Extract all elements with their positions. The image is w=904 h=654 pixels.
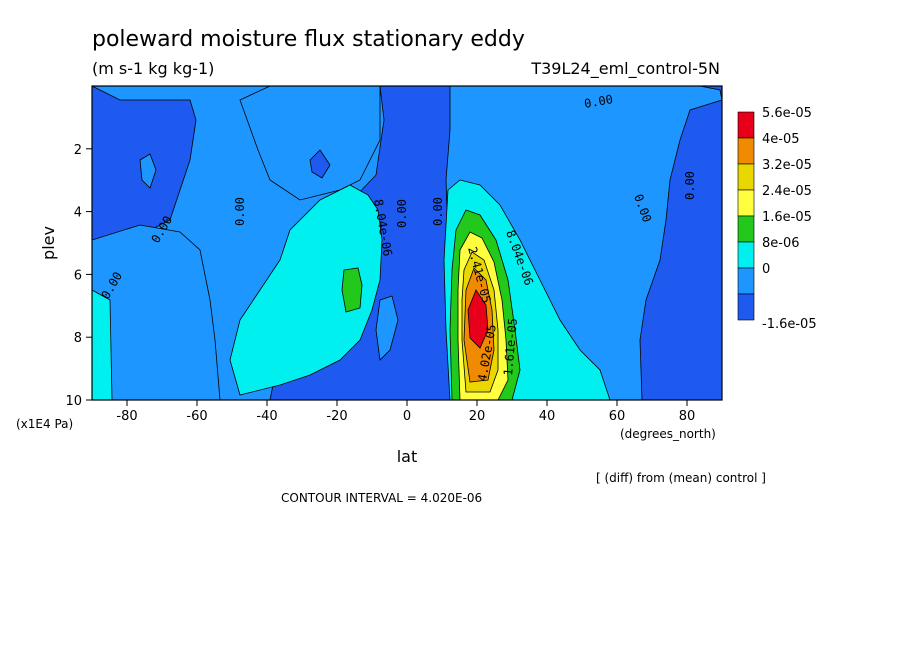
colorbar-swatch: [737, 189, 755, 217]
colorbar-swatch: [737, 267, 755, 295]
contour-fill-small-2: [309, 149, 331, 179]
colorbar-label: 3.2e-05: [762, 158, 812, 173]
colorbar-label: 2.4e-05: [762, 184, 812, 199]
contour-fill-small-3: [375, 295, 399, 361]
y-tick-label: 10: [65, 394, 82, 409]
plot-area: [92, 86, 722, 400]
x-tick-label: -40: [256, 409, 277, 424]
run-label: T39L24_eml_control-5N: [530, 59, 720, 79]
y-axis-label: plev: [39, 226, 58, 260]
chart-units: (m s-1 kg kg-1): [92, 59, 214, 78]
contour-interval: CONTOUR INTERVAL = 4.020E-06: [281, 491, 482, 505]
note-label: [ (diff) from (mean) control ]: [596, 471, 766, 485]
colorbar-swatch: [737, 215, 755, 243]
contour-fill-8e-06-far: [92, 289, 113, 400]
x-tick-label: 20: [469, 409, 486, 424]
x-tick-label: 0: [403, 409, 411, 424]
contour-fill-8e-06-left: [229, 184, 383, 396]
x-axis-label: lat: [397, 447, 418, 466]
colorbar-swatch: [737, 111, 755, 139]
x-units: (degrees_north): [620, 427, 716, 441]
y-axis: 2 4 6 8 10: [65, 143, 92, 409]
colorbar-swatch: [737, 293, 755, 321]
x-tick-label: -80: [116, 409, 137, 424]
y-tick-label: 2: [74, 143, 82, 158]
colorbar-label: 4e-05: [762, 132, 800, 147]
x-tick-label: -60: [186, 409, 207, 424]
x-axis: -80 -60 -40 -20 0 20 40 60 80: [116, 400, 695, 424]
colorbar-swatch: [737, 137, 755, 165]
x-tick-label: 40: [539, 409, 556, 424]
colorbar-label: 0: [762, 262, 770, 277]
colorbar-label: -1.6e-05: [762, 317, 817, 332]
colorbar-label: 1.6e-05: [762, 210, 812, 225]
chart-title: poleward moisture flux stationary eddy: [92, 27, 525, 52]
contour-fill-small-1: [139, 153, 157, 189]
colorbar-swatch: [737, 241, 755, 269]
colorbar: 5.6e-05 4e-05 3.2e-05 2.4e-05 1.6e-05 8e-06 0 -…: [737, 106, 817, 332]
contour-label: 0.00: [583, 92, 614, 111]
y-units: (x1E4 Pa): [16, 417, 73, 431]
contour-label: 1.61e-05: [501, 317, 520, 376]
contour-fill-5.6e-05: [467, 289, 489, 349]
colorbar-label: 5.6e-05: [762, 106, 812, 121]
x-tick-label: 80: [679, 409, 696, 424]
y-tick-label: 8: [74, 331, 82, 346]
contour-label: 0.00: [431, 197, 445, 226]
colorbar-label: 8e-06: [762, 236, 800, 251]
contour-fill-1.6e-05-left: [341, 267, 363, 313]
x-tick-label: -20: [326, 409, 347, 424]
y-tick-label: 6: [74, 268, 82, 283]
x-tick-label: 60: [609, 409, 626, 424]
contour-label: 0.00: [395, 199, 409, 228]
contour-fill-left: [92, 224, 221, 400]
y-tick-label: 4: [74, 206, 82, 221]
contour-label: 0.00: [683, 171, 697, 200]
contour-label: 0.00: [233, 197, 247, 226]
colorbar-swatch: [737, 163, 755, 191]
contour-labels: 0.00 0.00 0.00 0.00 0.00 0.00 0.00 0.00 …: [98, 92, 697, 382]
